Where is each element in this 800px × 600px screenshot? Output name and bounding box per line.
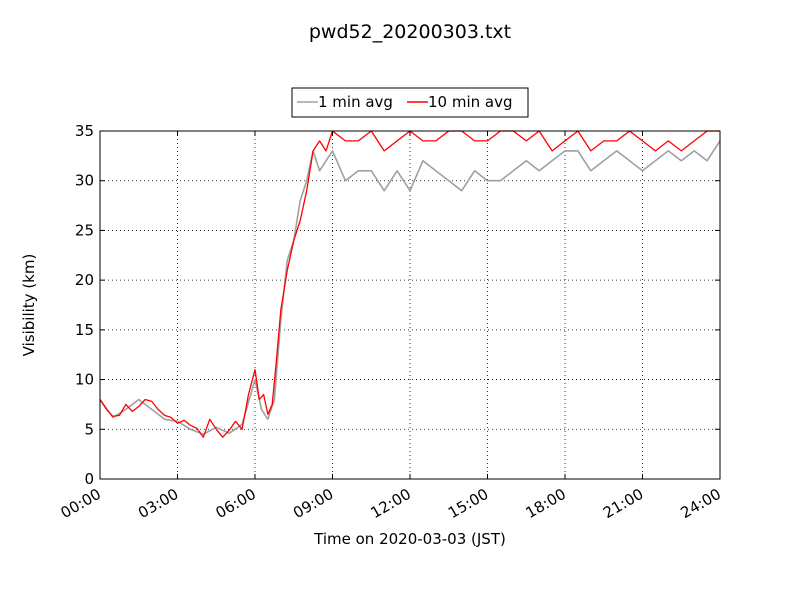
grid-lines	[100, 131, 720, 479]
legend-label-1min: 1 min avg	[318, 93, 393, 111]
x-tick-label: 00:00	[58, 485, 104, 522]
series-line-1min	[99, 140, 721, 436]
x-axis-label: Time on 2020-03-03 (JST)	[313, 530, 506, 548]
x-tick-label: 09:00	[290, 485, 336, 522]
y-axis-label: Visibility (km)	[20, 254, 38, 357]
x-tick-label: 03:00	[135, 485, 181, 522]
x-tick-label: 06:00	[213, 485, 259, 522]
x-tick-label: 18:00	[523, 485, 569, 522]
y-tick-label: 10	[75, 371, 94, 389]
y-tick-label: 5	[84, 420, 94, 438]
series-layer	[99, 130, 721, 438]
y-tick-label: 20	[75, 271, 94, 289]
x-tick-label: 12:00	[368, 485, 414, 522]
legend-label-10min: 10 min avg	[428, 93, 513, 111]
y-tick-label: 15	[75, 321, 94, 339]
y-tick-label: 35	[75, 122, 94, 140]
y-tick-label: 0	[84, 470, 94, 488]
legend: 1 min avg 10 min avg	[291, 87, 529, 118]
y-tick-label: 30	[75, 172, 94, 190]
x-tick-label: 24:00	[678, 485, 724, 522]
y-tick-label: 25	[75, 221, 94, 239]
x-tick-label: 15:00	[445, 485, 491, 522]
chart-title: pwd52_20200303.txt	[309, 21, 511, 43]
series-line-10min	[99, 130, 720, 438]
ticks	[99, 130, 721, 480]
x-tick-label: 21:00	[600, 485, 646, 522]
